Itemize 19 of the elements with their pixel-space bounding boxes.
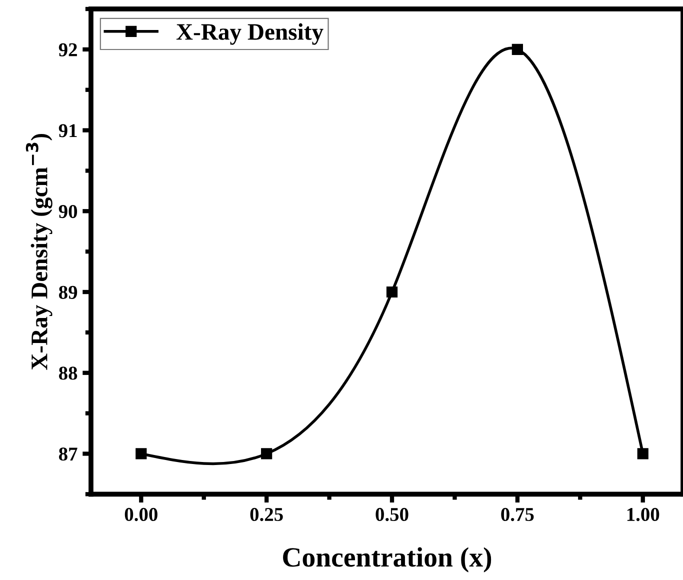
y-tick-label: 91: [58, 124, 77, 138]
x-tick-label: 1.00: [627, 508, 660, 522]
legend-label: X-Ray Density: [176, 23, 324, 45]
y-tick-label: 87: [58, 448, 78, 461]
x-tick-label: 0.50: [376, 508, 408, 522]
point: [136, 448, 147, 460]
y-tick-label: 88: [58, 366, 78, 380]
point: [386, 286, 398, 298]
y-axis-title: X-Ray Density (gcm$^{−3}$): [26, 134, 52, 370]
x-axis-title: Concentration (x): [283, 547, 492, 572]
point: [637, 448, 648, 460]
y-tick-label: 89: [58, 286, 78, 299]
x-tick-label: 0.25: [250, 508, 283, 522]
point: [512, 44, 523, 55]
point: [261, 448, 272, 460]
y-tick-label: 92: [58, 43, 77, 56]
x-tick-label: 0.00: [124, 508, 158, 522]
y-tick-label: 90: [58, 204, 78, 218]
x-tick-label: 0.75: [501, 508, 534, 522]
